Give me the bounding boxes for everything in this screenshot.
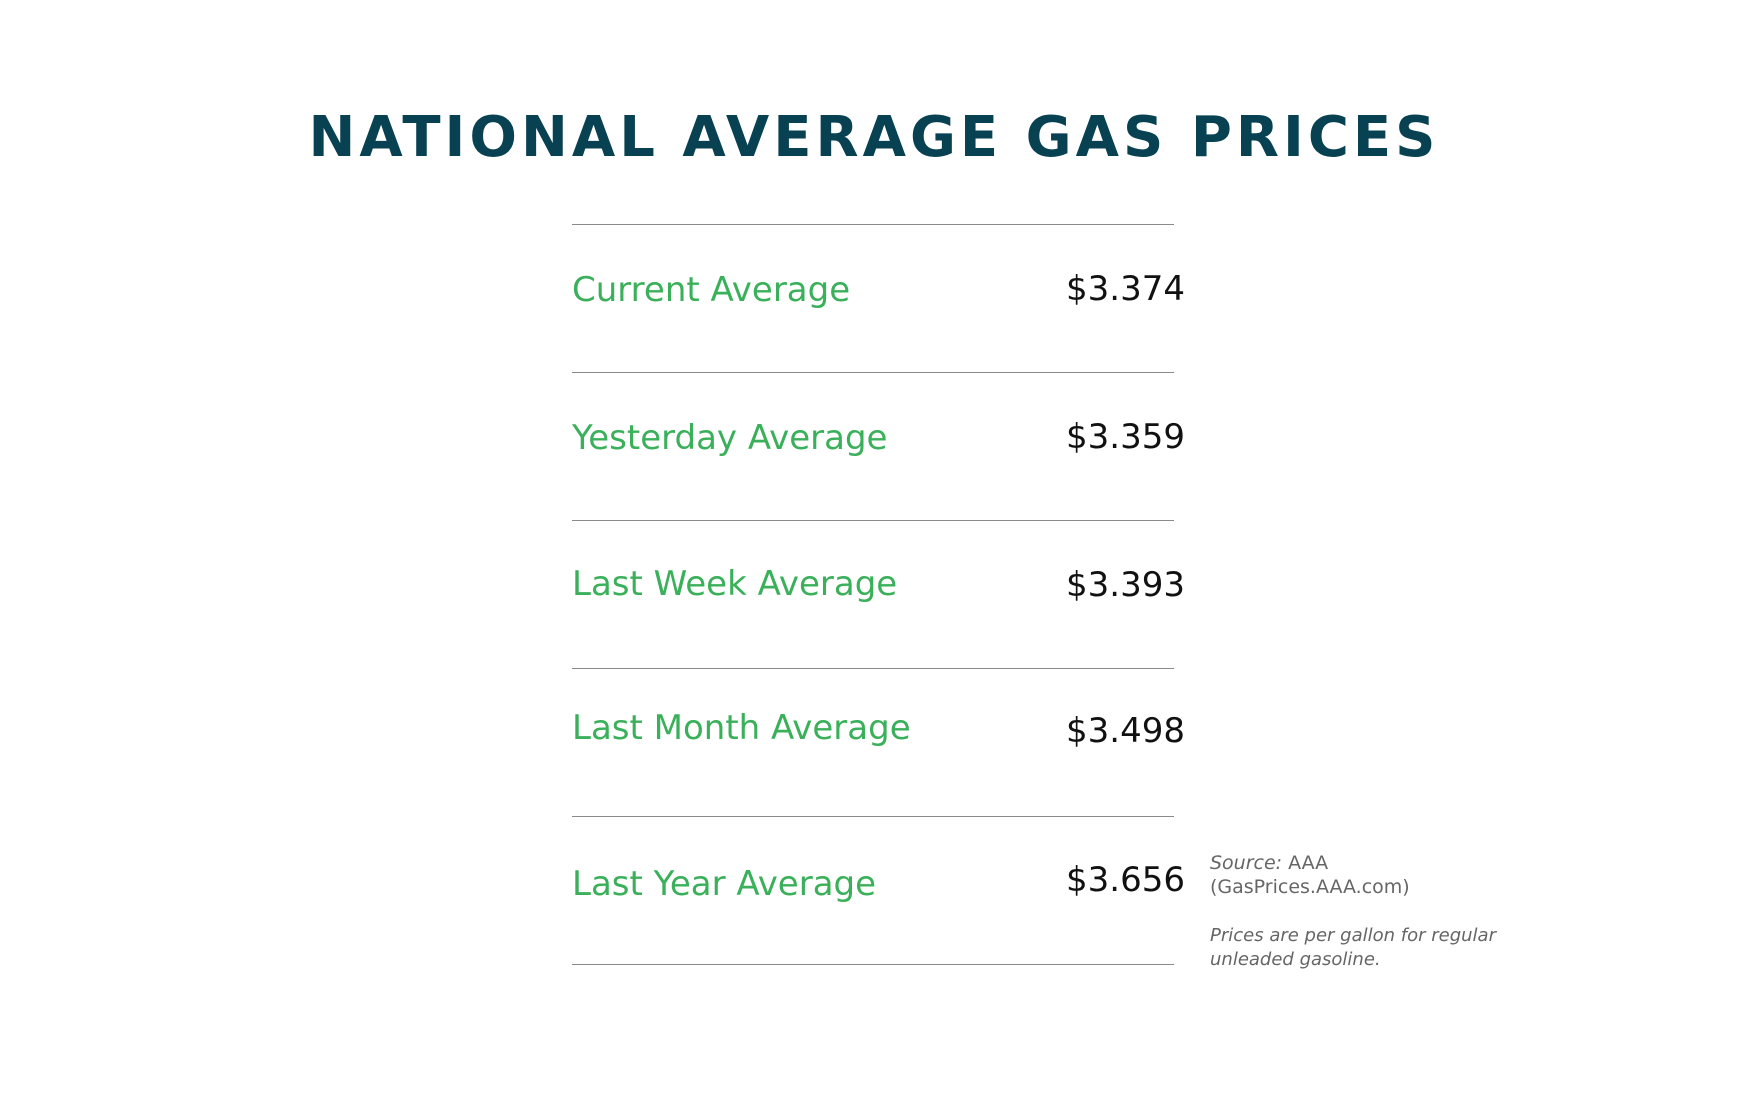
page-title: NATIONAL AVERAGE GAS PRICES: [308, 105, 1440, 170]
source-prefix: Source:: [1210, 852, 1283, 874]
row-label-last-week: Last Week Average: [572, 564, 898, 604]
row-value-current: $3.374: [1066, 269, 1185, 309]
row-label-yesterday: Yesterday Average: [572, 418, 888, 458]
row-value-last-week: $3.393: [1066, 565, 1185, 605]
row-label-current: Current Average: [572, 270, 851, 310]
row-divider: [572, 372, 1174, 373]
row-value-last-month: $3.498: [1066, 711, 1185, 751]
source-site: (GasPrices.AAA.com): [1210, 876, 1410, 898]
row-value-yesterday: $3.359: [1066, 417, 1185, 457]
row-divider: [572, 668, 1174, 669]
row-divider: [572, 816, 1174, 817]
row-value-last-year: $3.656: [1066, 860, 1185, 900]
row-label-last-year: Last Year Average: [572, 864, 877, 904]
source-name: AAA: [1288, 852, 1329, 874]
row-divider: [572, 520, 1174, 521]
row-label-last-month: Last Month Average: [572, 708, 911, 748]
price-note: Prices are per gallon for regular unlead…: [1210, 925, 1496, 970]
source-credit: Source: AAA (GasPrices.AAA.com): [1210, 851, 1530, 899]
row-divider: [572, 224, 1174, 225]
row-divider: [572, 964, 1174, 965]
